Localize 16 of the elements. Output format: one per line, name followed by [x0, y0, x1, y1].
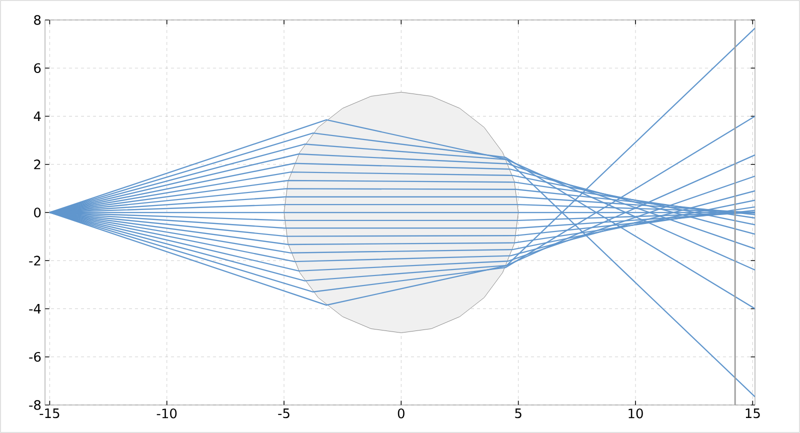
x-tick-label: 15 [746, 408, 760, 418]
x-tick-label: 0 [398, 408, 404, 418]
y-tick-label: -8 [29, 400, 41, 410]
y-tick-label: 8 [34, 15, 41, 25]
y-tick-label: 4 [34, 112, 41, 121]
x-tick-label: -15 [40, 408, 60, 418]
y-tick-label: 2 [34, 160, 40, 170]
y-tick-label: -6 [29, 352, 41, 362]
x-tick-label: -5 [278, 408, 290, 418]
x-tick-label: 5 [515, 408, 522, 418]
x-tick-label: 10 [628, 408, 643, 418]
x-tick-label: -10 [156, 408, 177, 418]
y-tick-label: -4 [29, 304, 41, 314]
y-tick-label: -2 [29, 256, 40, 266]
y-tick-label: 6 [34, 63, 41, 74]
y-tick-label: 0 [34, 208, 41, 218]
